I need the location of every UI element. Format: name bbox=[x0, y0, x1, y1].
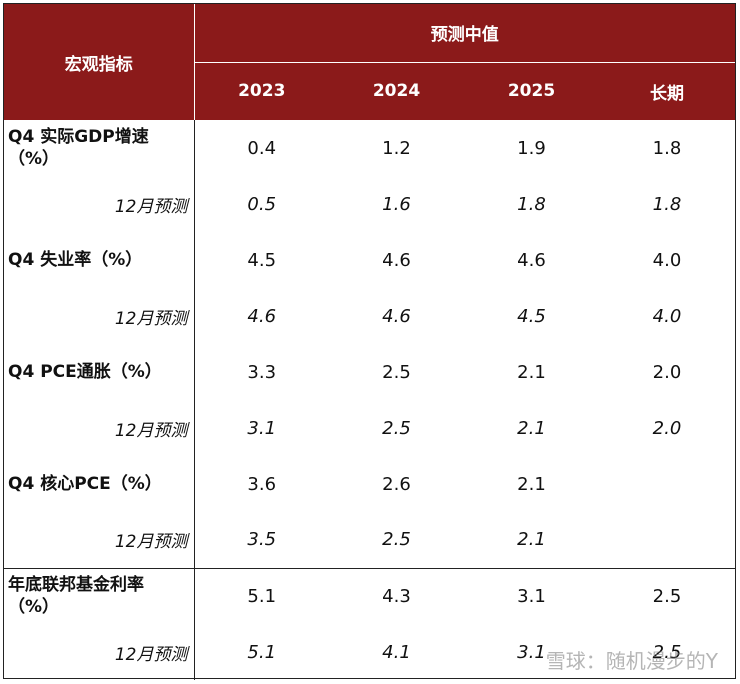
value-cell: 3.3 bbox=[247, 361, 277, 383]
table-row: Q4 实际GDP增速 （%） 0.4 1.2 1.9 1.8 bbox=[4, 120, 735, 176]
prior-value-cell: 2.5 bbox=[382, 417, 411, 439]
prior-value-cell: 2.1 bbox=[517, 529, 546, 551]
prior-value-cell: 3.1 bbox=[517, 641, 546, 663]
prior-value-cell: 2.5 bbox=[652, 641, 682, 663]
prior-value-cell: 5.1 bbox=[247, 641, 277, 663]
indicator-label: Q4 实际GDP增速 （%） bbox=[4, 120, 195, 176]
table-row-sub: 12月预测 5.1 4.1 3.1 2.5 bbox=[4, 624, 735, 680]
table-row-sub: 12月预测 3.5 2.5 2.1 bbox=[4, 512, 735, 568]
indicator-label: Q4 PCE通胀（%） bbox=[4, 344, 195, 400]
value-cell: 1.8 bbox=[652, 137, 682, 159]
prior-value-cell: 4.1 bbox=[382, 641, 411, 663]
value-cell: 1.2 bbox=[382, 137, 411, 159]
table-row-sub: 12月预测 0.5 1.6 1.8 1.8 bbox=[4, 176, 735, 232]
value-cell: 2.0 bbox=[652, 361, 682, 383]
value-cell: 2.6 bbox=[382, 473, 411, 495]
indicator-label: 年底联邦基金利率 （%） bbox=[4, 567, 195, 624]
prior-forecast-label: 12月预测 bbox=[4, 176, 195, 232]
value-cell: 4.6 bbox=[517, 249, 546, 271]
indicator-label-line1: Q4 实际GDP增速 bbox=[8, 127, 149, 147]
year-header-2024: 2024 bbox=[329, 62, 464, 120]
value-cell: 4.6 bbox=[382, 249, 411, 271]
prior-value-cell: 4.5 bbox=[517, 305, 546, 327]
prior-forecast-label: 12月预测 bbox=[4, 400, 195, 456]
value-cell: 4.0 bbox=[652, 249, 682, 271]
forecast-table-frame: 宏观指标 预测中值 2023 2024 2025 长期 Q4 实际GDP增速 （%… bbox=[3, 3, 736, 680]
value-cell: 2.5 bbox=[382, 361, 411, 383]
value-cell: 2.1 bbox=[517, 473, 546, 495]
table-row: Q4 PCE通胀（%） 3.3 2.5 2.1 2.0 bbox=[4, 344, 735, 400]
table-row-sub: 12月预测 3.1 2.5 2.1 2.0 bbox=[4, 400, 735, 456]
value-cell: 2.5 bbox=[599, 567, 735, 624]
prior-value-cell: 2.1 bbox=[517, 417, 546, 439]
header-row-years: 2023 2024 2025 长期 bbox=[4, 62, 735, 120]
year-header-2025: 2025 bbox=[464, 62, 599, 120]
row-label-header: 宏观指标 bbox=[4, 4, 195, 120]
prior-value-cell: 2.0 bbox=[652, 417, 682, 439]
indicator-label-line2: （%） bbox=[8, 149, 60, 169]
prior-value-cell bbox=[599, 512, 735, 568]
indicator-label: Q4 失业率（%） bbox=[4, 232, 195, 288]
table-row: Q4 失业率（%） 4.5 4.6 4.6 4.0 bbox=[4, 232, 735, 288]
year-header-longrun: 长期 bbox=[599, 62, 735, 120]
prior-value-cell: 1.8 bbox=[517, 193, 546, 215]
prior-value-cell: 3.5 bbox=[247, 529, 277, 551]
value-cell: 4.3 bbox=[329, 567, 464, 624]
header-row-top: 宏观指标 预测中值 bbox=[4, 4, 735, 120]
value-cell bbox=[599, 456, 735, 512]
prior-forecast-label: 12月预测 bbox=[4, 512, 195, 568]
value-cell: 1.9 bbox=[517, 137, 546, 159]
prior-value-cell: 3.1 bbox=[247, 417, 277, 439]
prior-value-cell: 0.5 bbox=[247, 193, 277, 215]
group-header: 预测中值 bbox=[194, 4, 735, 63]
prior-value-cell: 1.8 bbox=[652, 193, 682, 215]
value-cell: 5.1 bbox=[194, 567, 329, 624]
indicator-label-line2: （%） bbox=[8, 597, 60, 618]
prior-value-cell: 1.6 bbox=[382, 193, 411, 215]
value-cell: 2.1 bbox=[517, 361, 546, 383]
prior-value-cell: 2.5 bbox=[382, 529, 411, 551]
prior-value-cell: 4.0 bbox=[652, 305, 682, 327]
table-row: Q4 核心PCE（%） 3.6 2.6 2.1 bbox=[4, 456, 735, 512]
prior-value-cell: 4.6 bbox=[247, 305, 277, 327]
prior-forecast-label: 12月预测 bbox=[4, 288, 195, 344]
value-cell: 4.5 bbox=[247, 249, 277, 271]
prior-forecast-label: 12月预测 bbox=[4, 624, 195, 680]
value-cell: 3.6 bbox=[247, 473, 277, 495]
watermark: 雪球：随机漫步的Y bbox=[545, 649, 718, 673]
forecast-table: 宏观指标 预测中值 2023 2024 2025 长期 Q4 实际GDP增速 （%… bbox=[4, 4, 735, 680]
year-header-2023: 2023 bbox=[194, 62, 329, 120]
prior-value-cell: 4.6 bbox=[382, 305, 411, 327]
value-cell: 0.4 bbox=[247, 137, 277, 159]
indicator-label-line1: 年底联邦基金利率 bbox=[8, 575, 144, 596]
value-cell: 3.1 bbox=[464, 567, 599, 624]
table-row: 年底联邦基金利率 （%） 5.1 4.3 3.1 2.5 bbox=[4, 567, 735, 624]
indicator-label: Q4 核心PCE（%） bbox=[4, 456, 195, 512]
table-row-sub: 12月预测 4.6 4.6 4.5 4.0 bbox=[4, 288, 735, 344]
